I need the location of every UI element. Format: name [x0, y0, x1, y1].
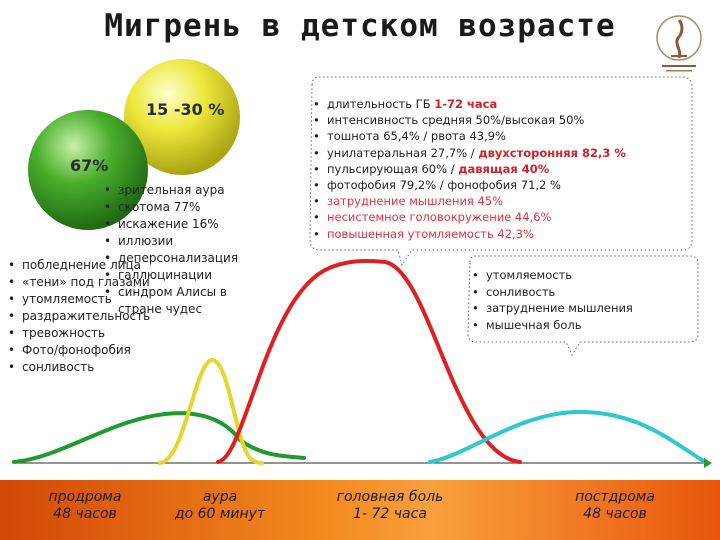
list-item: тревожность [8, 325, 150, 342]
headache-curve [216, 259, 522, 464]
list-item-text: фотофобия 79,2% / фонофобия 71,2 % [327, 178, 561, 193]
phase-duration: до 60 минут [174, 506, 266, 522]
list-item: «тени» под глазами [8, 274, 150, 291]
logo-icon [656, 15, 702, 72]
phase-duration: 1- 72 часа [353, 506, 427, 522]
yellow-ball-label: 15 -30 % [146, 100, 225, 119]
prodroma-symptoms-list: побледнение лица «тени» под глазами утом… [8, 257, 150, 376]
list-item-text: длительность ГБ [327, 97, 435, 111]
list-item: побледнение лица [8, 257, 150, 274]
list-item: раздражительность [8, 308, 150, 325]
list-item: фотофобия 79,2% / фонофобия 71,2 % [313, 177, 626, 193]
list-item-text: повышенная утомляемость 42,3% [327, 226, 534, 241]
list-item: иллюзии [104, 233, 248, 250]
phase-postdroma: постдрома 48 часов [555, 489, 675, 523]
phase-name: постдрома [575, 489, 655, 505]
aura-curve [158, 357, 264, 465]
list-item: затруднение мышления 45% [313, 193, 626, 209]
postdroma-callout [467, 255, 699, 357]
list-item-text: 1-72 часа [434, 97, 498, 111]
list-item: скотома 77% [104, 199, 248, 216]
green-ball-label: 67% [70, 156, 109, 175]
phase-name: головная боль [336, 489, 444, 505]
list-item: интенсивность средняя 50%/высокая 50% [313, 112, 626, 128]
list-item-text: давящая 40% [458, 161, 550, 176]
phase-prodroma: продрома 48 часов [30, 489, 140, 523]
list-item-text: тошнота 65,4% / рвота 43,9% [327, 129, 506, 144]
list-item: унилатеральная 27,7% / двухсторонняя 82,… [313, 145, 626, 161]
phase-aura: аура до 60 минут [160, 489, 280, 523]
list-item: сонливость [472, 284, 633, 301]
list-item-text: интенсивность средняя 50%/высокая 50% [327, 113, 585, 128]
page-title: Мигрень в детском возрасте [104, 8, 616, 44]
list-item: утомляемость [8, 291, 150, 308]
phase-name: продрома [48, 489, 122, 505]
list-item-text: несистемное головокружение 44,6% [327, 210, 552, 225]
list-item: несистемное головокружение 44,6% [313, 209, 626, 225]
prodroma-curve [12, 411, 306, 464]
list-item: искажение 16% [104, 216, 248, 233]
list-item-text: затруднение мышления 45% [327, 194, 504, 209]
list-item: затруднение мышления [472, 300, 633, 317]
list-item: пульсирующая 60% / давящая 40% [313, 161, 626, 177]
headache-symptoms-list: длительность ГБ 1-72 часаинтенсивность с… [313, 96, 626, 242]
phase-timeline-bar [0, 480, 720, 540]
list-item: зрительная аура [104, 182, 248, 199]
list-item-text: двухсторонняя 82,3 % [478, 145, 626, 160]
list-item: тошнота 65,4% / рвота 43,9% [313, 128, 626, 144]
phase-name: аура [202, 489, 238, 505]
list-item: сонливость [8, 359, 150, 376]
list-item: утомляемость [472, 267, 633, 284]
phase-duration: 48 часов [53, 506, 117, 522]
list-item: длительность ГБ 1-72 часа [313, 96, 626, 112]
list-item-text: унилатеральная 27,7% / [327, 145, 479, 160]
list-item: повышенная утомляемость 42,3% [313, 226, 626, 242]
postdroma-curve [428, 409, 707, 464]
list-item: мышечная боль [472, 317, 633, 334]
list-item-text: пульсирующая 60% / [327, 161, 459, 176]
phase-duration: 48 часов [583, 506, 647, 522]
phase-headache: головная боль 1- 72 часа [320, 489, 460, 523]
list-item: Фото/фонофобия [8, 342, 150, 359]
headache-callout [309, 76, 693, 267]
postdroma-symptoms-list: утомляемость сонливость затруднение мышл… [472, 267, 633, 333]
yellow-ball [124, 59, 240, 175]
